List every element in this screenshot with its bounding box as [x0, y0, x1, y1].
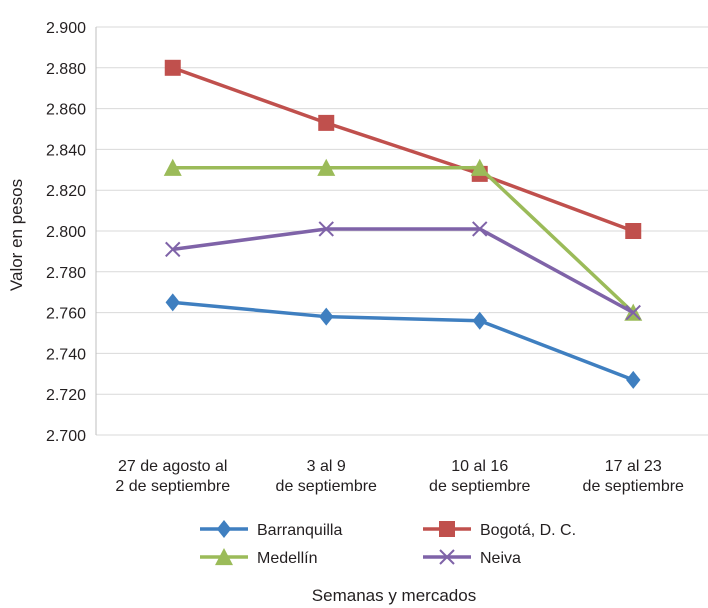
data-point [163, 158, 182, 176]
y-axis-title: Valor en pesos [7, 179, 26, 291]
x-tick-label: de septiembre [583, 478, 684, 495]
data-point [165, 241, 181, 258]
legend-marker [216, 520, 232, 538]
data-point [318, 221, 334, 237]
y-tick-label: 2.740 [46, 346, 86, 363]
y-tick-label: 2.720 [46, 387, 86, 404]
y-tick-label: 2.900 [46, 20, 86, 37]
series-line [172, 66, 634, 233]
data-point [165, 293, 180, 312]
data-point [317, 158, 336, 176]
series-line [172, 300, 634, 382]
legend: Barranquilla Bogotá, D. C. Medellín Neiva [200, 520, 576, 567]
legend-item: Bogotá, D. C. [423, 521, 576, 539]
y-tick-labels: 2.700 2.720 2.740 2.760 2.780 2.800 2.820 2.840… [46, 20, 86, 445]
legend-marker [215, 548, 233, 566]
series-line [172, 227, 635, 315]
y-tick-label: 2.860 [46, 102, 86, 119]
legend-label: Bogotá, D. C. [480, 522, 576, 539]
legend-marker [439, 521, 455, 537]
legend-label: Barranquilla [257, 522, 342, 539]
x-axis-title: Semanas y mercados [312, 586, 476, 605]
series-line [172, 166, 635, 314]
x-tick-labels: 27 de agosto al 2 de septiembre 3 al 9 de s… [115, 458, 684, 495]
data-point [319, 307, 334, 326]
data-point [626, 370, 641, 389]
x-tick-label: de septiembre [276, 478, 377, 495]
x-tick-label: 17 al 23 [605, 458, 662, 475]
y-tick-label: 2.840 [46, 142, 86, 159]
x-tick-label: 10 al 16 [451, 458, 508, 475]
data-point [625, 223, 642, 239]
data-point [625, 304, 641, 321]
legend-item: Barranquilla [200, 520, 342, 539]
y-tick-label: 2.880 [46, 61, 86, 78]
x-tick-label: 3 al 9 [307, 458, 346, 475]
legend-label: Medellín [257, 550, 317, 567]
legend-label: Neiva [480, 550, 521, 567]
data-point [318, 114, 335, 131]
y-tick-label: 2.700 [46, 428, 86, 445]
y-tick-label: 2.820 [46, 183, 86, 200]
data-point [470, 158, 489, 176]
legend-item: Medellín [200, 548, 317, 567]
y-tick-label: 2.800 [46, 224, 86, 241]
x-tick-label: 2 de septiembre [115, 478, 230, 495]
y-tick-label: 2.760 [46, 306, 86, 323]
legend-item: Neiva [423, 549, 521, 567]
series-group [163, 59, 643, 389]
x-tick-label: de septiembre [429, 478, 530, 495]
data-point [472, 221, 488, 237]
legend-marker [439, 549, 455, 565]
x-tick-label: 27 de agosto al [118, 458, 227, 475]
data-point [472, 311, 487, 330]
data-point [164, 59, 181, 76]
grid-lines [95, 26, 708, 436]
y-tick-label: 2.780 [46, 265, 86, 282]
